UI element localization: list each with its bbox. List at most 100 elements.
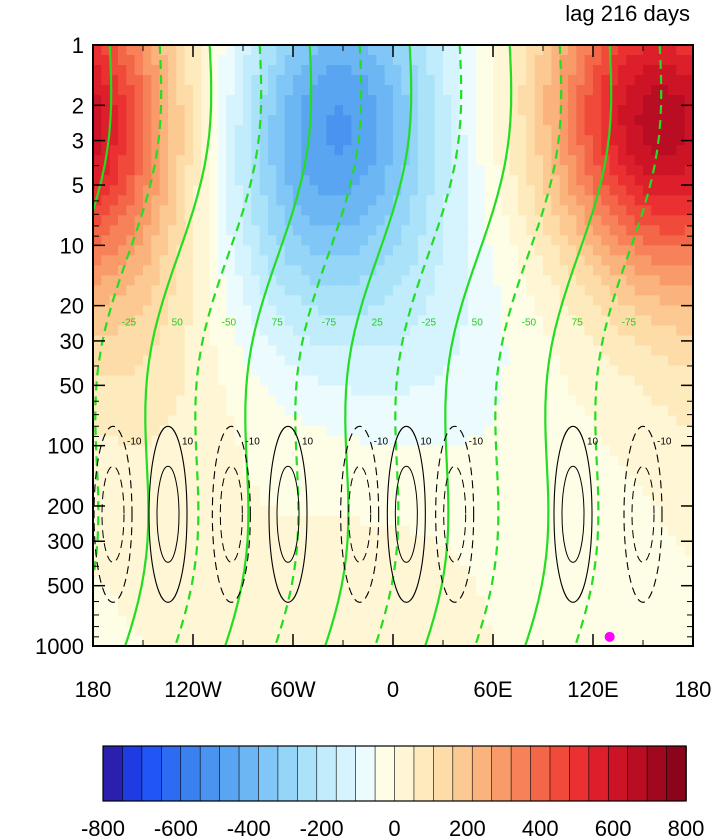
shade-cell <box>159 365 169 377</box>
shade-cell <box>401 95 411 106</box>
shade-cell <box>418 595 427 607</box>
shade-cell <box>343 295 352 307</box>
shade-cell <box>668 335 677 347</box>
shade-cell <box>359 325 369 337</box>
shade-cell <box>501 305 511 317</box>
shade-cell <box>226 455 236 467</box>
shade-cell <box>551 335 561 347</box>
shade-cell <box>159 125 169 136</box>
black-contour-label: -10 <box>245 436 260 447</box>
shade-cell <box>509 615 519 627</box>
shade-cell <box>484 255 494 266</box>
shade-cell <box>551 285 561 297</box>
shade-cell <box>668 105 677 116</box>
shade-cell <box>459 415 469 427</box>
shade-cell <box>176 65 186 76</box>
shade-cell <box>568 185 577 196</box>
shade-cell <box>584 85 594 96</box>
shade-cell <box>309 615 319 627</box>
shade-cell <box>434 545 444 557</box>
shade-cell <box>143 85 152 96</box>
shade-cell <box>268 555 277 567</box>
shade-cell <box>651 425 661 437</box>
shade-cell <box>609 355 619 367</box>
shade-cell <box>218 505 227 517</box>
shade-cell <box>584 65 594 76</box>
shade-cell <box>268 435 277 447</box>
shade-cell <box>634 255 644 266</box>
shade-cell <box>209 205 219 216</box>
shade-cell <box>451 335 461 347</box>
shade-cell <box>293 505 302 517</box>
shade-cell <box>568 145 577 156</box>
shade-cell <box>534 225 544 236</box>
shade-cell <box>643 275 652 286</box>
shade-cell <box>268 375 277 387</box>
shade-cell <box>651 445 661 457</box>
shade-cell <box>226 165 236 176</box>
shade-cell <box>559 65 569 76</box>
shade-cell <box>584 75 594 86</box>
shade-cell <box>576 405 586 417</box>
colorbar-swatch <box>258 745 279 802</box>
shade-cell <box>518 535 527 547</box>
shade-cell <box>251 635 261 646</box>
shade-cell <box>143 175 152 186</box>
shade-cell <box>409 135 419 146</box>
shade-cell <box>543 155 552 166</box>
shade-cell <box>634 115 644 126</box>
shade-cell <box>434 345 444 357</box>
shade-cell <box>493 55 502 66</box>
shade-cell <box>451 445 461 457</box>
y-tick-label: 300 <box>47 529 84 554</box>
shade-cell <box>651 515 661 527</box>
shade-cell <box>584 245 594 256</box>
shade-cell <box>201 165 211 176</box>
shade-cell <box>509 535 519 547</box>
shade-cell <box>626 405 636 417</box>
shade-cell <box>193 45 202 56</box>
shade-cell <box>326 225 336 236</box>
shade-cell <box>668 125 677 136</box>
shade-cell <box>601 195 611 206</box>
shade-cell <box>276 615 286 627</box>
shade-cell <box>209 595 219 607</box>
shade-cell <box>184 45 194 56</box>
green-contour-negative <box>474 45 563 646</box>
shade-cell <box>226 265 236 276</box>
shade-cell <box>484 445 494 457</box>
shade-cell <box>534 45 544 56</box>
shade-cell <box>668 515 677 527</box>
shade-cell <box>551 515 561 527</box>
shade-cell <box>593 245 602 256</box>
shade-cell <box>484 85 494 96</box>
shade-cell <box>376 465 386 477</box>
shade-cell <box>609 305 619 317</box>
shade-cell <box>434 145 444 156</box>
shade-cell <box>293 595 302 607</box>
shade-cell <box>351 145 361 156</box>
shade-cell <box>468 205 477 216</box>
shade-cell <box>626 95 636 106</box>
shade-cell <box>193 255 202 266</box>
shade-cell <box>134 465 144 477</box>
shade-cell <box>168 255 177 266</box>
shade-cell <box>526 45 536 56</box>
shade-cell <box>418 505 427 517</box>
shade-cell <box>643 395 652 407</box>
shade-cell <box>309 495 319 507</box>
shade-cell <box>443 45 452 56</box>
shade-cell <box>351 345 361 357</box>
shade-cell <box>159 255 169 266</box>
shade-cell <box>684 65 693 76</box>
shade-cell <box>609 185 619 196</box>
shade-cell <box>301 365 311 377</box>
shade-cell <box>309 315 319 327</box>
shade-cell <box>368 215 377 226</box>
shade-cell <box>526 635 536 646</box>
shade-cell <box>676 515 686 527</box>
shade-cell <box>476 605 486 617</box>
shade-cell <box>434 165 444 176</box>
shade-cell <box>668 45 677 56</box>
shade-cell <box>593 465 602 477</box>
